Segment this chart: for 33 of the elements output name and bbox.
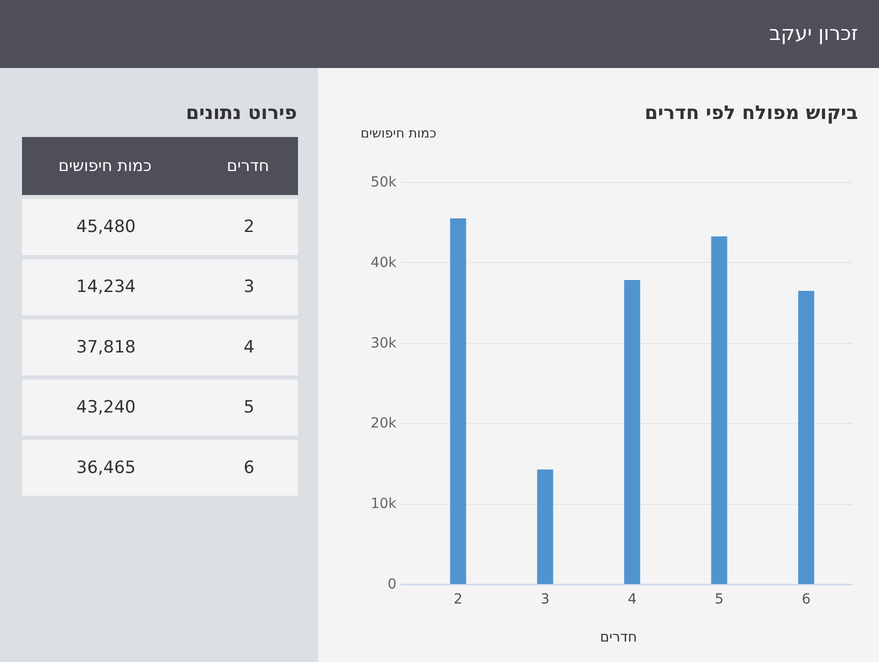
text: חדרים	[226, 156, 270, 175]
x-tick-label: 4	[628, 592, 637, 608]
y-tick-label: 50k	[370, 174, 398, 190]
text: 45,480	[76, 217, 136, 237]
x-tick-label: 2	[454, 592, 463, 608]
bar	[537, 470, 554, 584]
text: 37,818	[76, 337, 136, 358]
bar	[798, 290, 814, 584]
text: 2	[244, 217, 254, 237]
y-tick-label: 40k	[370, 254, 398, 271]
x-tick-label: 3	[540, 592, 550, 608]
text: 36,465	[76, 458, 136, 478]
x-axis-title: חדרים	[600, 630, 638, 646]
text: כמות חיפושים	[58, 156, 152, 175]
text: פירוט נתונים	[186, 102, 297, 124]
text: זכרון יעקב	[769, 21, 858, 45]
x-tick-label: 6	[802, 592, 811, 608]
text: 14,234	[76, 277, 136, 298]
text: 4	[244, 337, 254, 358]
bar	[450, 218, 466, 584]
y-tick-label: 0	[388, 576, 396, 592]
y-tick-label: 20k	[370, 416, 398, 432]
text: 3	[244, 277, 254, 298]
x-tick-label: 5	[714, 592, 724, 608]
text: 5	[244, 398, 254, 418]
text: 6	[244, 458, 254, 478]
y-tick-label: 10k	[370, 496, 398, 512]
bar	[711, 236, 728, 584]
bar	[624, 280, 640, 584]
y-tick-label: 30k	[370, 335, 398, 352]
text: 43,240	[76, 398, 136, 418]
y-axis-title: כמות חיפושים	[360, 126, 436, 142]
chart-title: ביקוש מפולח לפי חדרים	[644, 102, 858, 124]
